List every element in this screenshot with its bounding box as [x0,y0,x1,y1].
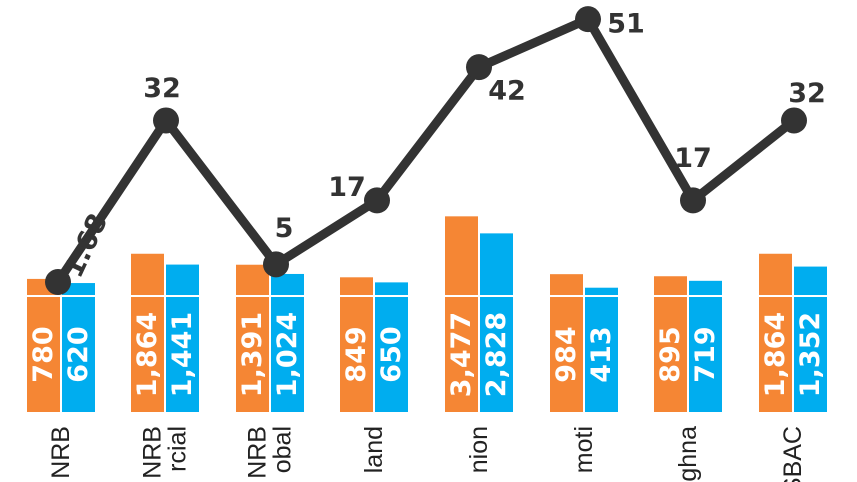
bar-value-label-series2-6: 413 [586,326,617,382]
category-label-2-line1: NRB [139,426,167,479]
line-point-8 [781,107,807,134]
category-label-3-line2: obal [269,426,297,473]
bar-value-label-series2-7: 719 [690,326,721,382]
line-value-label-5: 42 [488,76,526,107]
line-point-6 [575,6,601,33]
bar-value-label-series2-3: 1,024 [272,312,303,397]
category-label-7: ghna [674,426,702,482]
bar-value-label-series2-5: 2,828 [481,312,512,397]
bar-series2-7 [689,280,722,412]
bar-value-label-series1-6: 984 [551,326,582,382]
bar-series1-3 [236,264,269,412]
line-point-2 [153,107,179,134]
bar-value-label-series2-4: 650 [376,326,407,382]
bar-series2-6 [585,287,618,412]
line-value-label-2: 32 [143,73,181,104]
bar-series1-4 [340,277,373,412]
bar-series2-2 [166,264,199,412]
bar-value-label-series1-5: 3,477 [446,312,477,397]
bar-groups: 780 620 1,864 1,441 1,391 1,024 849 650 3,477 2,8… [27,216,827,412]
line-value-label-8: 32 [788,78,826,109]
bar-series2-8 [794,266,827,412]
line-value-label-7: 17 [674,143,712,174]
line-point-1 [45,269,71,296]
category-label-4: land [360,426,388,473]
line-point-7 [680,187,706,214]
bar-series1-6 [550,274,583,412]
bar-value-label-series2-8: 1,352 [795,312,826,397]
bar-value-label-series1-8: 1,864 [760,312,791,397]
bar-value-label-series2-1: 620 [63,326,94,382]
category-label-5: nion [465,426,493,473]
bar-series1-5 [445,216,478,412]
bar-series2-1 [62,283,95,412]
category-label-6: moti [570,426,598,473]
line-point-5 [466,54,492,81]
bar-series1-1 [27,278,60,412]
bar-series2-5 [480,233,513,412]
line-value-label-1: 1.68 [58,209,114,282]
bar-series2-4 [375,282,408,412]
bar-series1-2 [131,253,164,412]
line-point-3 [263,251,289,278]
line-value-label-4: 17 [328,172,366,203]
line-path [53,14,799,287]
category-label-3-line1: NRB [244,426,272,479]
bar-value-label-series1-7: 895 [655,326,686,382]
bar-value-label-series1-3: 1,391 [237,312,268,397]
bar-series1-7 [654,276,687,412]
category-label-1: NRB [47,426,75,479]
bar-series1-8 [759,253,792,412]
line-series: 1.68 32 5 17 42 51 17 32 [45,6,826,296]
line-value-label-3: 5 [275,213,294,244]
bar-value-label-series2-2: 1,441 [167,312,198,397]
bar-value-label-series1-2: 1,864 [132,312,163,397]
bar-value-label-series1-4: 849 [341,326,372,382]
bar-value-label-series1-1: 780 [28,326,59,382]
category-label-8: SBAC [779,426,807,482]
line-value-label-6: 51 [607,9,645,40]
line-point-4 [364,187,390,214]
category-label-2-line2: rcial [164,426,192,472]
